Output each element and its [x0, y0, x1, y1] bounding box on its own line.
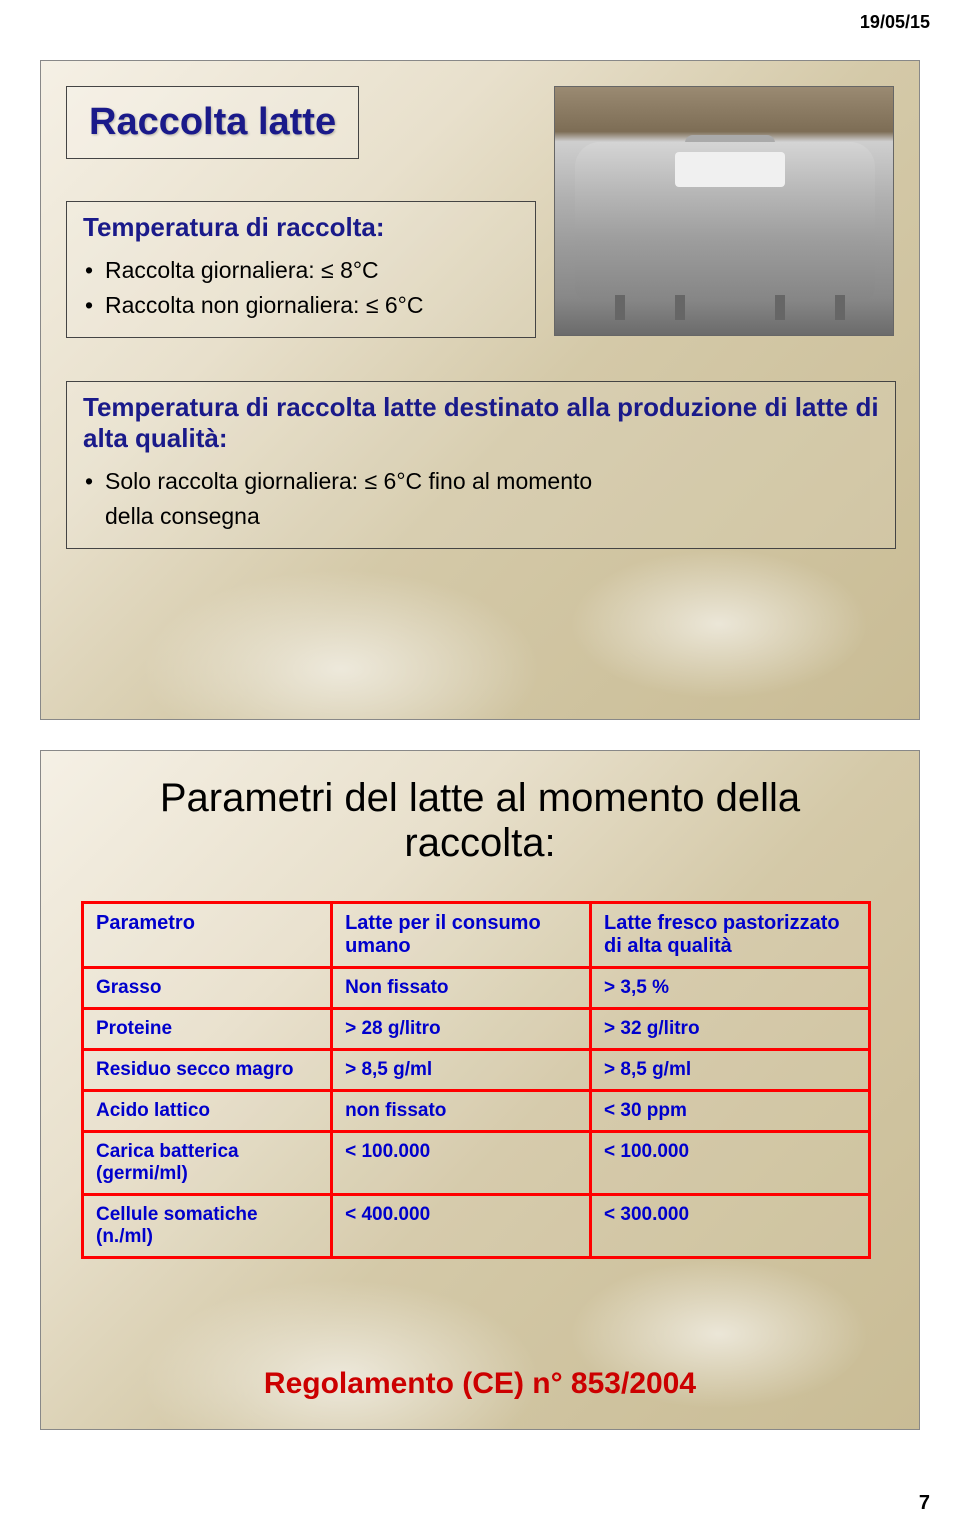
slide1-title: Raccolta latte — [89, 101, 336, 144]
table-cell: Non fissato — [332, 968, 591, 1009]
list-item: Solo raccolta giornaliera: ≤ 6°C fino al… — [83, 464, 879, 499]
table-header-cell: Latte per il consumo umano — [332, 903, 591, 968]
slide2-title: Parametri del latte al momento della rac… — [91, 776, 869, 866]
list-item: Raccolta giornaliera: ≤ 8°C — [83, 253, 519, 288]
table-row: Carica batterica (germi/ml) < 100.000 < … — [83, 1132, 870, 1195]
table-cell: non fissato — [332, 1091, 591, 1132]
table-header-cell: Latte fresco pastorizzato di alta qualit… — [591, 903, 870, 968]
box1-heading: Temperatura di raccolta: — [83, 212, 519, 243]
slide-1: Raccolta latte Temperatura di raccolta: … — [40, 60, 920, 720]
bg-swirl — [141, 569, 541, 720]
table-cell: > 32 g/litro — [591, 1009, 870, 1050]
table-cell: > 8,5 g/ml — [332, 1050, 591, 1091]
bg-swirl — [141, 1279, 541, 1430]
table-header-cell: Parametro — [83, 903, 332, 968]
tank-label — [675, 152, 785, 187]
slide1-box2: Temperatura di raccolta latte destinato … — [66, 381, 896, 549]
box2-heading: Temperatura di raccolta latte destinato … — [83, 392, 879, 454]
header-date: 19/05/15 — [860, 12, 930, 33]
table-cell: < 400.000 — [332, 1195, 591, 1258]
table-row: Cellule somatiche (n./ml) < 400.000 < 30… — [83, 1195, 870, 1258]
table-cell: Residuo secco magro — [83, 1050, 332, 1091]
table-row: Grasso Non fissato > 3,5 % — [83, 968, 870, 1009]
parameters-table: Parametro Latte per il consumo umano Lat… — [81, 901, 871, 1259]
table-row: Proteine > 28 g/litro > 32 g/litro — [83, 1009, 870, 1050]
box1-list: Raccolta giornaliera: ≤ 8°C Raccolta non… — [83, 253, 519, 323]
table-cell: > 8,5 g/ml — [591, 1050, 870, 1091]
table-cell: < 100.000 — [591, 1132, 870, 1195]
table-cell: Cellule somatiche (n./ml) — [83, 1195, 332, 1258]
table-row: Acido lattico non fissato < 30 ppm — [83, 1091, 870, 1132]
list-item-continuation: della consegna — [83, 499, 879, 534]
table-cell: < 100.000 — [332, 1132, 591, 1195]
bg-swirl — [569, 549, 869, 699]
regulation-text: Regolamento (CE) n° 853/2004 — [41, 1367, 919, 1401]
table-cell: > 28 g/litro — [332, 1009, 591, 1050]
table-row: Residuo secco magro > 8,5 g/ml > 8,5 g/m… — [83, 1050, 870, 1091]
table-cell: Acido lattico — [83, 1091, 332, 1132]
slide1-title-box: Raccolta latte — [66, 86, 359, 159]
table-cell: Grasso — [83, 968, 332, 1009]
table-header-row: Parametro Latte per il consumo umano Lat… — [83, 903, 870, 968]
table-cell: Proteine — [83, 1009, 332, 1050]
table-cell: Carica batterica (germi/ml) — [83, 1132, 332, 1195]
milk-tank-image — [554, 86, 894, 336]
list-item: Raccolta non giornaliera: ≤ 6°C — [83, 288, 519, 323]
page-number: 7 — [919, 1492, 930, 1515]
slide1-box1: Temperatura di raccolta: Raccolta giorna… — [66, 201, 536, 338]
table-cell: < 300.000 — [591, 1195, 870, 1258]
slide-2: Parametri del latte al momento della rac… — [40, 750, 920, 1430]
table-cell: > 3,5 % — [591, 968, 870, 1009]
box2-list: Solo raccolta giornaliera: ≤ 6°C fino al… — [83, 464, 879, 534]
table-cell: < 30 ppm — [591, 1091, 870, 1132]
tank-legs — [615, 295, 845, 320]
